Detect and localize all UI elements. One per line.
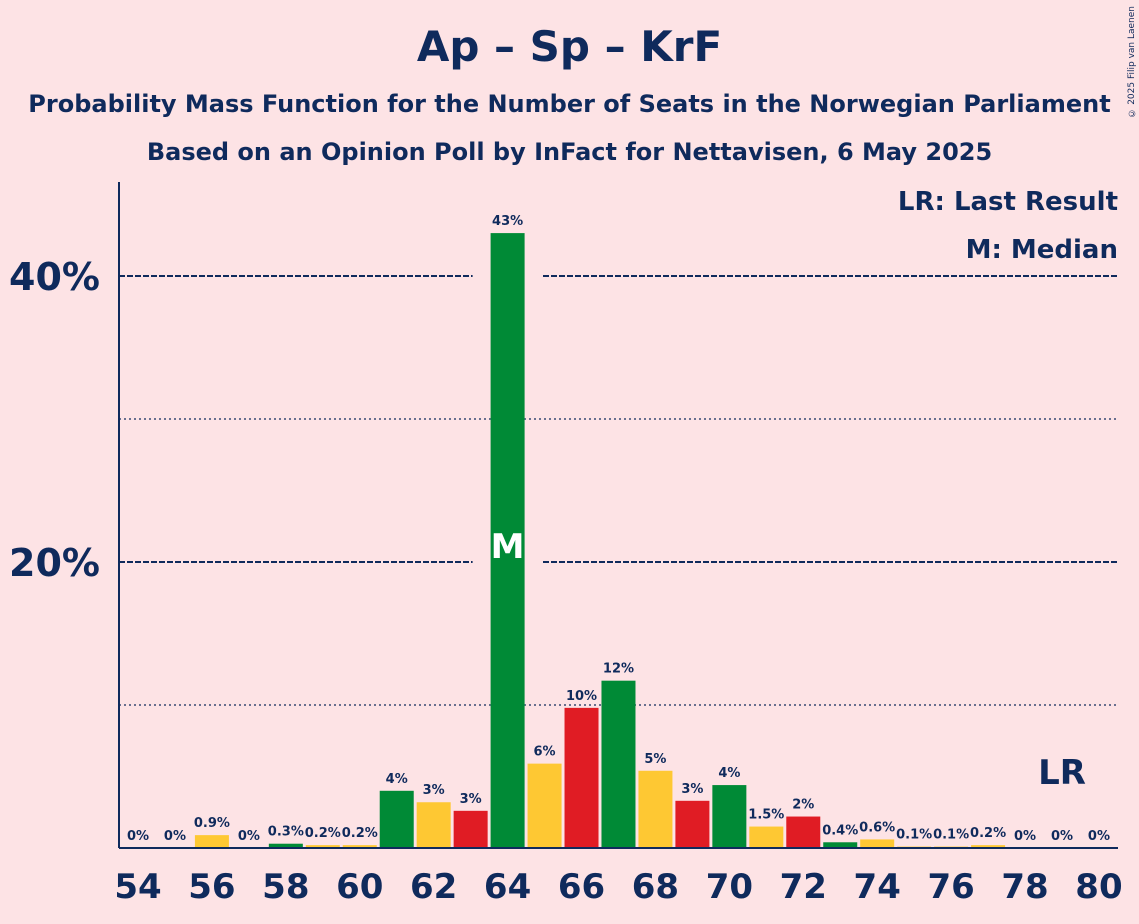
bar-value-label: 0% bbox=[1014, 829, 1036, 844]
x-tick-label: 66 bbox=[558, 867, 605, 907]
legend-median: M: Median bbox=[966, 235, 1118, 265]
chart-subtitle-1: Probability Mass Function for the Number… bbox=[28, 90, 1111, 118]
bar-value-label: 0.9% bbox=[194, 816, 230, 831]
bar-value-label: 12% bbox=[603, 662, 634, 677]
median-marker: M bbox=[491, 527, 525, 567]
bar-value-label: 43% bbox=[492, 214, 523, 229]
chart-subtitle-2: Based on an Opinion Poll by InFact for N… bbox=[146, 138, 993, 166]
bar-value-label: 0% bbox=[1088, 829, 1110, 844]
x-tick-label: 54 bbox=[114, 867, 161, 907]
bar-seat-66 bbox=[564, 707, 599, 848]
bar-value-label: 0% bbox=[127, 829, 149, 844]
bar-value-label: 0.6% bbox=[859, 820, 895, 835]
x-tick-label: 76 bbox=[927, 867, 974, 907]
bar-value-label: 0% bbox=[164, 829, 186, 844]
chart-title: Ap – Sp – KrF bbox=[416, 22, 723, 71]
bar-value-label: 0.4% bbox=[822, 823, 858, 838]
bar-value-label: 4% bbox=[386, 772, 408, 787]
bar-value-label: 0.2% bbox=[305, 826, 341, 841]
grid-lines bbox=[119, 273, 1118, 706]
bar-value-label: 1.5% bbox=[748, 808, 784, 823]
bar-value-labels: 0% 0%0.9%0% 0.3% 0.2% 0.2%4%3%3%43%6%10%12%5… bbox=[127, 214, 1110, 844]
bar-seat-59 bbox=[305, 845, 340, 848]
bar-seat-62 bbox=[416, 802, 451, 848]
x-tick-label: 70 bbox=[706, 867, 753, 907]
bar-seat-74 bbox=[860, 839, 895, 848]
bar-value-label: 3% bbox=[681, 782, 703, 797]
x-tick-label: 72 bbox=[780, 867, 827, 907]
bar-seat-70 bbox=[712, 785, 747, 848]
bar-seat-69 bbox=[675, 800, 710, 848]
bar-value-label: 3% bbox=[423, 783, 445, 798]
x-tick-label: 80 bbox=[1075, 867, 1122, 907]
bar-value-label: 2% bbox=[792, 798, 814, 813]
x-tick-label: 60 bbox=[336, 867, 383, 907]
bar-seat-58 bbox=[268, 843, 303, 848]
x-tick-label: 68 bbox=[632, 867, 679, 907]
bar-seat-71 bbox=[749, 826, 784, 848]
bars bbox=[194, 233, 1006, 849]
bar-seat-63 bbox=[453, 810, 488, 848]
bar-value-label: 0.2% bbox=[970, 826, 1006, 841]
bar-value-label: 6% bbox=[534, 745, 556, 760]
axes: 20% 40% 54 56 58 60 62 64 66 68 70 72 74 76 78 80 bbox=[9, 182, 1123, 907]
y-tick-label: 20% bbox=[9, 541, 100, 585]
x-tick-label: 56 bbox=[188, 867, 235, 907]
bar-value-label: 0.1% bbox=[896, 828, 932, 843]
bar-value-label: 4% bbox=[718, 766, 740, 781]
y-tick-label: 40% bbox=[9, 255, 100, 299]
bar-seat-72 bbox=[786, 816, 821, 848]
bar-seat-68 bbox=[638, 770, 673, 848]
bar-value-label: 0.2% bbox=[342, 826, 378, 841]
bar-seat-73 bbox=[823, 842, 858, 848]
bar-seat-65 bbox=[527, 763, 562, 848]
bar-value-label: 0.3% bbox=[268, 825, 304, 840]
bar-seat-67 bbox=[601, 680, 636, 848]
bar-value-label: 5% bbox=[644, 752, 666, 767]
bar-seat-77 bbox=[971, 845, 1006, 848]
x-tick-label: 78 bbox=[1001, 867, 1048, 907]
bar-value-label: 10% bbox=[566, 689, 597, 704]
bar-seat-64 bbox=[490, 233, 525, 849]
x-tick-label: 64 bbox=[484, 867, 531, 907]
x-tick-label: 74 bbox=[854, 867, 901, 907]
bar-seat-56 bbox=[194, 835, 229, 848]
last-result-marker: LR bbox=[1038, 753, 1086, 793]
bar-value-label: 0% bbox=[1051, 829, 1073, 844]
bar-value-label: 3% bbox=[460, 792, 482, 807]
x-tick-label: 58 bbox=[262, 867, 309, 907]
x-tick-label: 62 bbox=[410, 867, 457, 907]
legend-last-result: LR: Last Result bbox=[898, 187, 1118, 217]
bar-value-label: 0% bbox=[238, 829, 260, 844]
bar-value-label: 0.1% bbox=[933, 828, 969, 843]
bar-seat-61 bbox=[379, 790, 414, 848]
bar-seat-60 bbox=[342, 845, 377, 848]
